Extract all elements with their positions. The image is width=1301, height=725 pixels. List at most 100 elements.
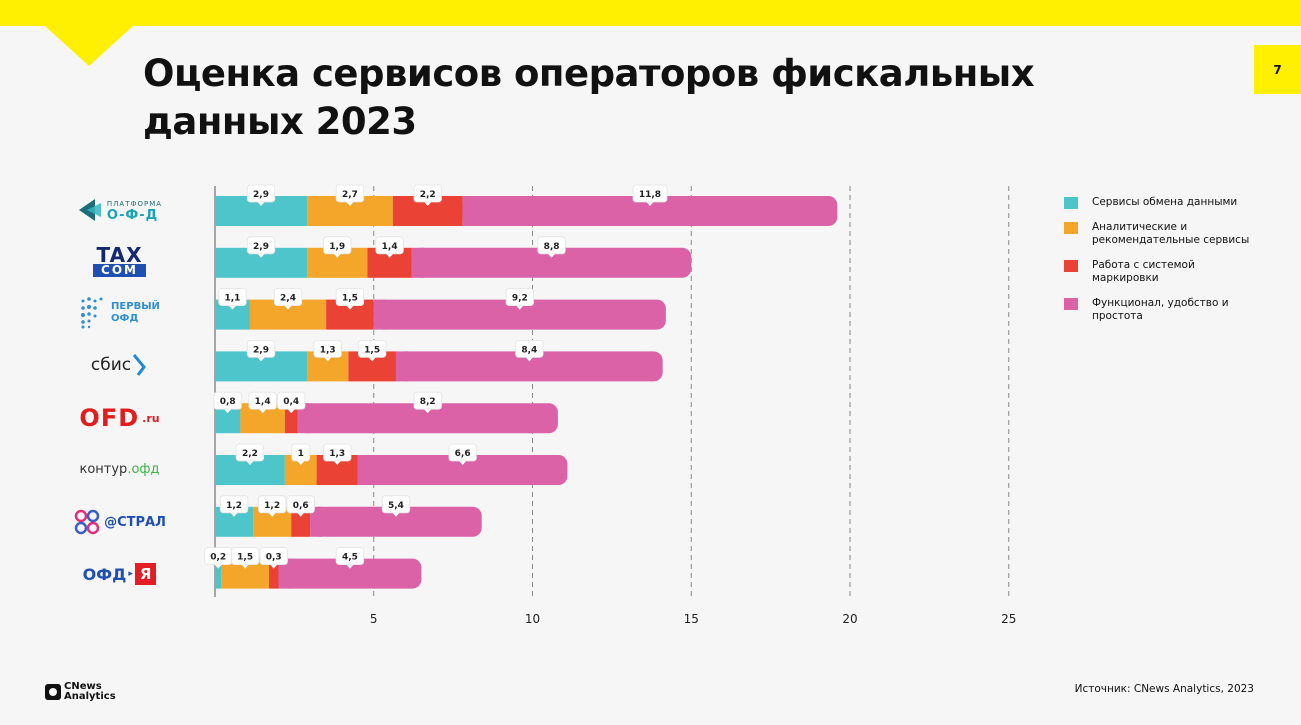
bar-segment [268,558,279,589]
value-label-pointer [424,202,432,206]
page-title: Оценка сервисов операторов фискальных да… [143,52,1035,143]
legend-item: Функционал, удобство и простота [1064,297,1264,323]
logo-kontur-main: контур [79,461,128,477]
value-label-pointer [324,357,332,362]
value-label-pointer [459,461,467,465]
logo-pervy-top: ПЕРВЫЙ [111,301,160,312]
value-label: 0,3 [266,553,282,563]
logo-taxcom: TAX COM [62,243,177,279]
value-label-pointer [424,409,432,414]
value-label: 1,5 [342,294,358,304]
legend-label: Аналитические и рекомендательные сервисы [1092,221,1250,246]
value-label: 1,9 [329,242,345,252]
bar-segment-join [297,403,310,434]
bar-segment-join [278,558,291,589]
bar-segment-join [462,196,475,226]
value-label: 9,2 [512,294,528,304]
value-label-pointer [246,461,254,465]
logo-platforma-bottom: О-Ф-Д [106,208,159,223]
value-label: 2,2 [420,190,436,200]
value-label-pointer [228,305,236,310]
logo-pervy-ofd: ПЕРВЫЙ ОФД [62,295,177,331]
bar-segment [373,299,666,330]
value-label-pointer [270,564,278,569]
logo-ofd-ya: ОФД ▸ Я [62,556,177,592]
x-tick-label: 10 [525,612,540,626]
value-label-pointer [297,512,305,517]
cnews-logo-icon [45,684,61,700]
value-label-pointer [259,409,267,414]
logo-sbis-text: сбис [90,355,132,375]
legend-swatch [1064,197,1078,209]
chart-legend: Сервисы обмена данными Аналитические и ре… [1064,196,1264,335]
value-label: 0,2 [210,553,226,563]
x-tick-label: 5 [370,612,378,626]
value-label-pointer [284,305,292,310]
brand-name: CNews Analytics [64,681,116,702]
value-label: 2,2 [242,449,258,459]
bar-segment-join [395,351,408,382]
value-label-pointer [297,461,305,465]
logo-pervy-bottom: ОФД [111,313,139,324]
value-label-pointer [257,202,265,206]
logo-ofdru-main: OFD [79,404,140,432]
value-label: 1,1 [224,294,240,304]
value-label: 1,4 [382,242,398,252]
value-label: 0,6 [293,501,309,511]
value-label: 8,4 [521,345,537,355]
corner-accent [45,26,133,66]
logo-platforma-top: ПЛАТФОРМА [106,200,163,208]
value-label-pointer [346,564,354,569]
astral-ornament-icon [74,509,100,535]
value-label-pointer [525,357,533,362]
bar-segment-join [373,299,386,330]
value-label: 2,9 [253,242,269,252]
logo-ofd-ru: OFD .ru [62,400,177,436]
logo-sbis: сбис [62,347,177,383]
value-label: 2,9 [253,190,269,200]
page-number: 7 [1254,45,1301,94]
legend-swatch [1064,222,1078,234]
logo-kontur-suffix: .офд [127,461,160,477]
value-label: 5,4 [388,501,404,511]
value-label-pointer [214,564,222,569]
value-label: 11,8 [639,190,661,200]
logo-ofdru-suffix: .ru [142,411,160,425]
logo-taxcom-top: TAX [96,242,143,267]
value-label: 1,4 [255,397,271,407]
bar-segment [395,351,663,382]
legend-label: Функционал, удобство и простота [1092,297,1229,322]
logo-ofdya-arrow-icon: ▸ [128,569,133,579]
value-label: 1 [298,449,304,459]
value-label: 1,3 [329,449,345,459]
top-accent-bar [0,0,1301,26]
bar-segment [215,558,222,589]
value-label-pointer [333,253,341,258]
value-label-pointer [230,512,238,517]
value-label-pointer [333,461,341,465]
legend-item: Работа с системой маркировки [1064,259,1264,285]
legend-label: Работа с системой маркировки [1092,259,1195,284]
bar-segment [462,196,838,226]
value-label-pointer [548,253,556,258]
bar-segment-join [357,455,370,485]
value-label: 1,2 [264,501,280,511]
logo-platforma-ofd: ПЛАТФОРМА О-Ф-Д [62,192,177,228]
x-tick-label: 25 [1001,612,1016,626]
value-label: 1,2 [226,501,242,511]
value-label: 8,8 [544,242,560,252]
value-label: 4,5 [342,553,358,563]
value-label-pointer [646,202,654,206]
value-label: 8,2 [420,397,436,407]
legend-swatch [1064,298,1078,310]
value-label: 0,8 [220,397,236,407]
value-label: 1,5 [237,553,253,563]
bar-segment [411,247,692,278]
logo-astral-text: @СТРАЛ [104,514,166,530]
bar-segment [310,506,482,537]
value-label-pointer [257,253,265,258]
x-tick-label: 15 [684,612,699,626]
bar-segment-join [310,506,323,537]
legend-item: Аналитические и рекомендательные сервисы [1064,221,1264,247]
